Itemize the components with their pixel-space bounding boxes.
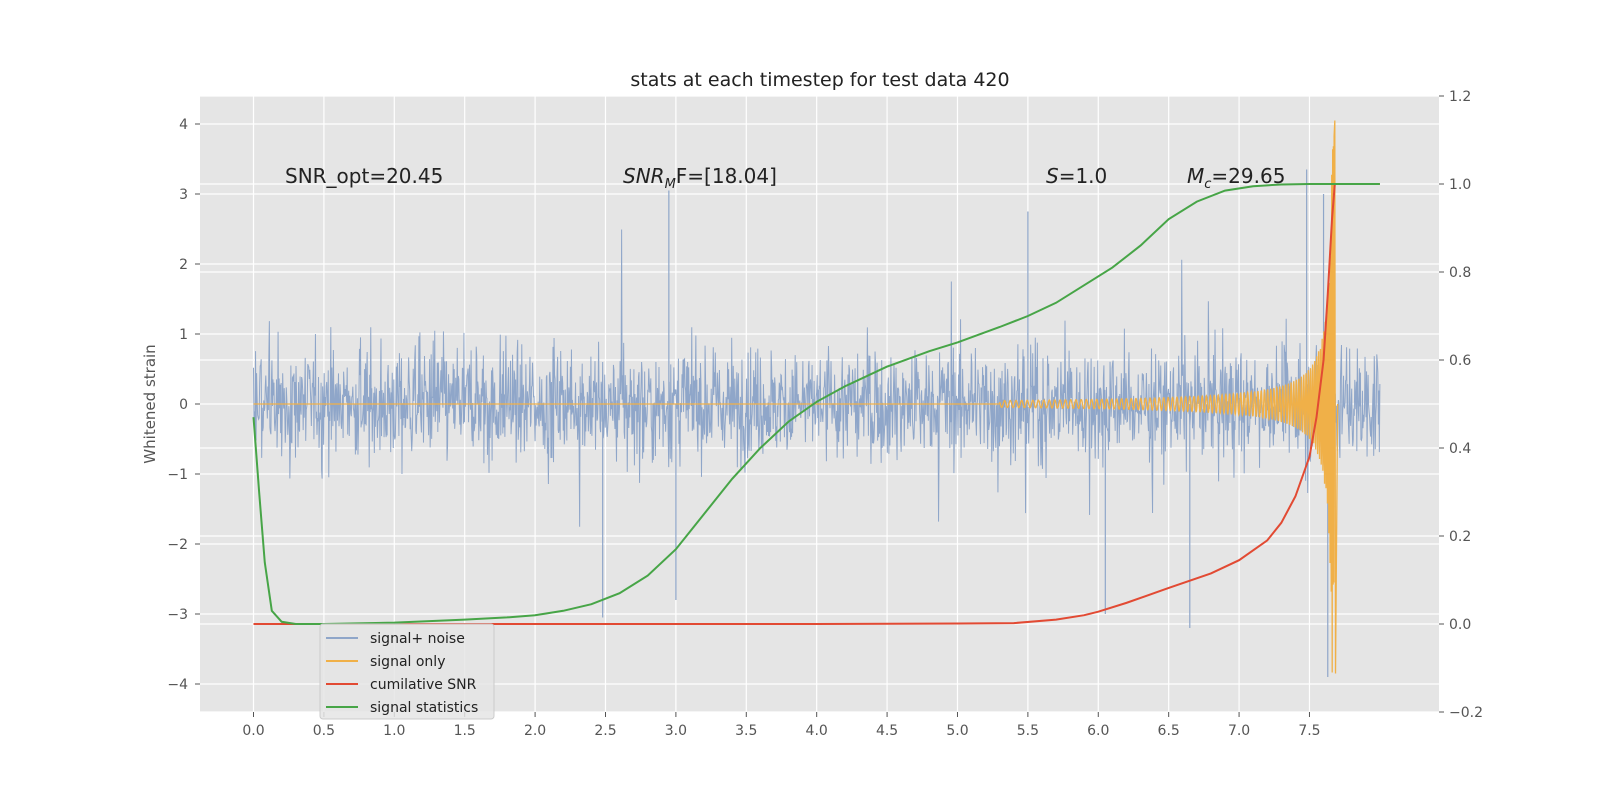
y2-tick-label: 0.6 xyxy=(1449,353,1471,369)
y-tick-label: 1 xyxy=(179,327,188,343)
x-tick-label: 4.0 xyxy=(806,723,828,739)
legend: signal+ noise signal only cumilative SNR… xyxy=(319,623,495,720)
y-tick-label: 2 xyxy=(179,257,188,273)
axes: 0.0 0.5 1.0 1.5 2.0 2.5 3.0 3.5 4.0 4.5 5.0 5.5 6.0 6… xyxy=(167,89,1483,739)
y-tick-label: −3 xyxy=(167,607,188,623)
y-tick-label: −2 xyxy=(167,537,188,553)
legend-label-signal-only: signal only xyxy=(370,654,445,670)
x-tick-label: 6.0 xyxy=(1087,723,1109,739)
x-tick-label: 6.5 xyxy=(1158,723,1180,739)
y2-tick-label: 1.0 xyxy=(1449,177,1471,193)
y-tick-label: −4 xyxy=(167,677,188,693)
annotation-snr-opt: SNR_opt=20.45 xyxy=(285,164,443,188)
y-tick-label: 3 xyxy=(179,187,188,203)
y2-tick-label: 0.4 xyxy=(1449,441,1471,457)
y2-tick-label: −0.2 xyxy=(1449,705,1483,721)
x-tick-label: 0.5 xyxy=(313,723,335,739)
x-tick-label: 7.0 xyxy=(1228,723,1250,739)
x-tick-label: 0.0 xyxy=(242,723,264,739)
x-tick-label: 3.0 xyxy=(665,723,687,739)
legend-label-signal-noise: signal+ noise xyxy=(370,631,465,647)
legend-box xyxy=(319,623,495,720)
cumulative-snr-line xyxy=(253,183,1380,625)
y-axis-label: Whitened strain xyxy=(141,344,159,463)
x-tick-label: 5.0 xyxy=(946,723,968,739)
y2-tick-label: 0.8 xyxy=(1449,265,1471,281)
x-tick-label: 1.0 xyxy=(383,723,405,739)
x-tick-label: 4.5 xyxy=(876,723,898,739)
y2-tick-label: 1.2 xyxy=(1449,89,1471,105)
legend-label-cumulative-snr: cumilative SNR xyxy=(370,677,477,693)
y2-tick-label: 0.0 xyxy=(1449,617,1471,633)
y-tick-label: −1 xyxy=(167,467,188,483)
signal-only-trace xyxy=(253,120,1339,674)
annotation-s: S=1.0 xyxy=(1046,164,1107,188)
x-tick-label: 5.5 xyxy=(1017,723,1039,739)
y-tick-label: 0 xyxy=(179,397,188,413)
series-signal-only xyxy=(253,120,1339,674)
x-tick-label: 7.5 xyxy=(1298,723,1320,739)
x-tick-label: 2.0 xyxy=(524,723,546,739)
chart-title: stats at each timestep for test data 420 xyxy=(630,69,1009,91)
legend-label-signal-statistics: signal statistics xyxy=(370,700,478,716)
x-tick-label: 3.5 xyxy=(735,723,757,739)
y2-tick-label: 0.2 xyxy=(1449,529,1471,545)
annotation-mc: Mc=29.65 xyxy=(1187,164,1285,192)
y-tick-label: 4 xyxy=(179,117,188,133)
x-tick-label: 1.5 xyxy=(454,723,476,739)
annotation-snr-mf: SNRMF=[18.04] xyxy=(623,164,777,192)
noise-trace xyxy=(253,229,1381,527)
x-tick-label: 2.5 xyxy=(594,723,616,739)
